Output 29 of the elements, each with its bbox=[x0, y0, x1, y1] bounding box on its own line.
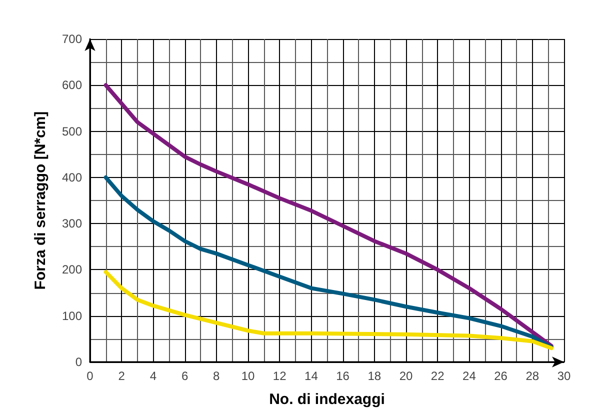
x-tick-label: 14 bbox=[304, 369, 318, 383]
x-tick-label: 22 bbox=[430, 369, 445, 383]
x-tick-label: 4 bbox=[150, 369, 157, 383]
y-tick-label: 400 bbox=[62, 170, 82, 184]
y-tick-label: 500 bbox=[62, 124, 82, 138]
x-tick-label: 12 bbox=[272, 369, 287, 383]
x-tick-label: 8 bbox=[213, 369, 220, 383]
x-tick-label: 0 bbox=[86, 369, 94, 383]
x-axis-title: No. di indexaggi bbox=[269, 391, 385, 408]
x-tick-label: 2 bbox=[118, 369, 126, 383]
x-tick-label: 10 bbox=[241, 369, 255, 383]
x-tick-label: 26 bbox=[494, 369, 508, 383]
y-tick-label: 100 bbox=[62, 308, 82, 323]
x-tick-label: 16 bbox=[336, 369, 350, 383]
y-axis-title: Forza di serraggo [N*cm] bbox=[32, 111, 49, 290]
y-tick-label: 200 bbox=[62, 262, 82, 277]
line-series bbox=[104, 83, 554, 348]
x-tick-label: 20 bbox=[399, 369, 413, 383]
y-tick-label: 600 bbox=[62, 78, 82, 92]
line-series bbox=[104, 270, 554, 350]
x-tick-label: 24 bbox=[462, 369, 476, 383]
y-tick-label: 700 bbox=[62, 32, 82, 46]
x-tick-label: 6 bbox=[181, 369, 188, 383]
x-tick-label: 28 bbox=[526, 369, 540, 383]
y-tick-label: 0 bbox=[75, 355, 82, 369]
x-tick-label: 30 bbox=[557, 369, 571, 383]
line-series bbox=[104, 175, 554, 350]
y-tick-label: 300 bbox=[62, 216, 82, 231]
x-tick-label: 18 bbox=[368, 369, 382, 383]
